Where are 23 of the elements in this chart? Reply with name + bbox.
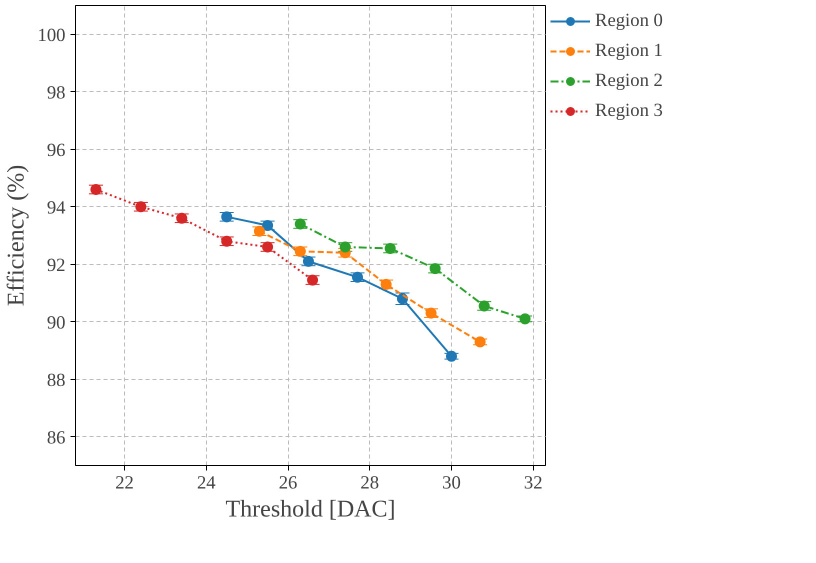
x-axis-title: Threshold [DAC] — [226, 496, 396, 522]
x-tick-label: 24 — [196, 472, 216, 494]
point — [520, 313, 531, 324]
y-tick-label: 86 — [46, 427, 66, 448]
legend-label: Region 3 — [595, 100, 663, 122]
legend-label: Region 0 — [595, 10, 663, 32]
x-tick-label: 28 — [360, 472, 380, 494]
y-tick-label: 98 — [46, 82, 66, 104]
point — [446, 350, 457, 362]
x-tick-label: 30 — [442, 472, 461, 494]
point — [474, 336, 486, 348]
legend-label: Region 1 — [595, 40, 663, 62]
y-axis-title: Efficiency (%) — [4, 164, 30, 306]
y-tick-label: 92 — [46, 254, 66, 276]
y-tick-label: 100 — [38, 24, 66, 46]
x-tick-label: 26 — [278, 472, 298, 494]
y-tick-label: 96 — [46, 140, 66, 161]
x-tick-label: 32 — [524, 472, 543, 494]
x-tick-label: 22 — [115, 472, 134, 494]
y-tick-label: 94 — [46, 197, 66, 218]
y-tick-label: 90 — [46, 312, 66, 334]
y-tick-label: 88 — [46, 370, 66, 391]
legend-label: Region 2 — [595, 70, 663, 92]
